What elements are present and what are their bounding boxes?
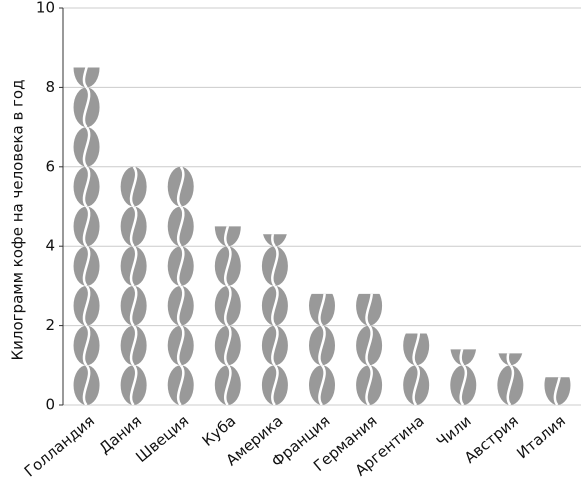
x-tick-label: Италия [513, 412, 569, 463]
y-tick-label: 8 [45, 78, 55, 96]
y-tick-label: 0 [45, 396, 55, 414]
x-tick-label: Голландия [21, 412, 98, 481]
y-tick-label: 10 [36, 0, 55, 17]
bar [309, 293, 335, 405]
bar [261, 234, 288, 405]
y-tick-label: 6 [45, 157, 55, 175]
x-tick-label: Куба [199, 412, 240, 450]
y-tick-label: 4 [45, 237, 55, 255]
x-tick-label: Чили [433, 412, 475, 451]
bar [544, 377, 571, 405]
bar [73, 67, 100, 406]
bar [214, 226, 241, 405]
bar [120, 166, 147, 405]
bar [497, 353, 524, 406]
bar [450, 349, 477, 406]
y-tick-label: 2 [45, 316, 55, 334]
bar [167, 166, 194, 405]
bar [356, 293, 383, 405]
bar [403, 333, 430, 406]
x-tick-label: Швеция [132, 412, 192, 466]
y-axis-label: Килограмм кофе на человека в год [9, 80, 27, 361]
